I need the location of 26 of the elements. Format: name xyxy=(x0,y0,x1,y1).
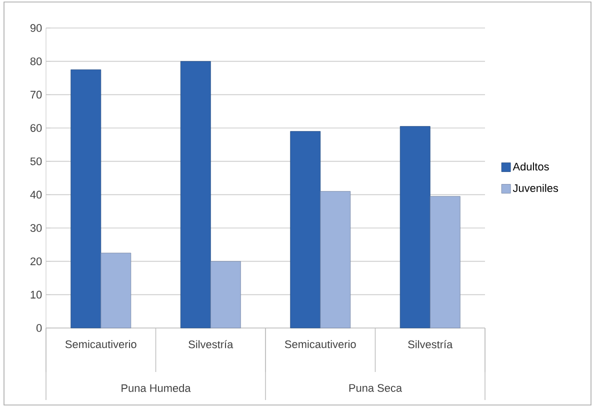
bar xyxy=(430,196,460,328)
y-tick-label: 40 xyxy=(30,190,42,199)
bar xyxy=(400,126,430,328)
y-tick-label: 0 xyxy=(36,324,42,332)
y-tick-label: 60 xyxy=(30,124,42,132)
bar xyxy=(210,261,241,328)
legend-label: Juveniles xyxy=(512,184,558,192)
x-tick-label: Semicautiverio xyxy=(284,340,356,348)
y-tick-label: 70 xyxy=(30,90,42,99)
x-tick-label: Silvestría xyxy=(188,340,234,348)
text: Puna Humeda xyxy=(122,384,191,392)
bar xyxy=(180,61,211,328)
y-tick-label: 50 xyxy=(30,157,42,166)
bar xyxy=(70,69,102,328)
bar xyxy=(100,252,132,328)
text: Puna Seca xyxy=(349,384,402,392)
x-tick-label: Semicautiverio xyxy=(65,340,136,348)
bar xyxy=(320,191,351,328)
x-tick-label: Silvestría xyxy=(408,340,453,348)
y-tick-label: 10 xyxy=(30,290,42,299)
legend-label: Adultos xyxy=(512,162,549,170)
y-tick-label: 20 xyxy=(30,257,42,266)
y-tick-label: 90 xyxy=(30,24,42,32)
y-tick-label: 30 xyxy=(30,224,42,232)
bar xyxy=(290,131,321,328)
y-tick-label: 80 xyxy=(30,57,42,66)
